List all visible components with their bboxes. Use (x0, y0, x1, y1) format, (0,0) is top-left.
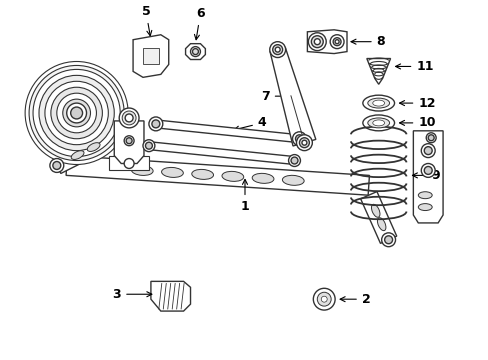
Polygon shape (155, 120, 299, 143)
Circle shape (290, 157, 297, 164)
Text: 5: 5 (142, 5, 151, 36)
Circle shape (314, 39, 320, 45)
Circle shape (45, 81, 108, 145)
Polygon shape (148, 142, 294, 165)
Polygon shape (151, 282, 190, 311)
Ellipse shape (131, 166, 153, 175)
Ellipse shape (362, 115, 394, 131)
Polygon shape (366, 59, 390, 84)
Circle shape (124, 158, 134, 168)
Text: 7: 7 (261, 90, 286, 103)
Circle shape (427, 135, 433, 141)
Ellipse shape (282, 175, 304, 185)
Text: 8: 8 (350, 35, 385, 48)
Circle shape (384, 236, 392, 244)
Circle shape (149, 117, 163, 131)
Ellipse shape (191, 170, 213, 179)
Circle shape (119, 108, 139, 128)
Polygon shape (269, 48, 315, 146)
Circle shape (125, 114, 133, 122)
Polygon shape (66, 156, 369, 195)
Ellipse shape (377, 218, 385, 231)
Circle shape (25, 62, 128, 165)
Text: 2: 2 (340, 293, 370, 306)
Text: 1: 1 (240, 179, 249, 213)
Circle shape (57, 93, 96, 133)
Circle shape (190, 47, 200, 57)
Ellipse shape (417, 204, 431, 211)
Ellipse shape (417, 192, 431, 199)
Circle shape (126, 138, 132, 144)
Circle shape (142, 140, 155, 152)
Ellipse shape (222, 171, 243, 181)
Ellipse shape (367, 118, 389, 128)
Ellipse shape (161, 167, 183, 177)
Polygon shape (185, 44, 205, 59)
Polygon shape (412, 131, 442, 223)
Circle shape (152, 120, 160, 128)
Ellipse shape (87, 143, 100, 152)
Circle shape (51, 87, 102, 139)
Circle shape (71, 107, 82, 119)
Circle shape (317, 292, 330, 306)
Text: 6: 6 (194, 7, 204, 40)
Circle shape (145, 142, 152, 149)
Circle shape (272, 45, 282, 55)
Circle shape (62, 99, 90, 127)
Circle shape (421, 144, 434, 158)
Polygon shape (109, 156, 149, 170)
Circle shape (39, 75, 114, 150)
Polygon shape (142, 48, 159, 64)
Circle shape (50, 158, 63, 172)
Text: 12: 12 (399, 96, 435, 109)
Ellipse shape (362, 95, 394, 111)
Circle shape (29, 66, 124, 161)
Circle shape (321, 296, 326, 302)
Circle shape (311, 36, 323, 48)
Circle shape (381, 233, 395, 247)
Circle shape (426, 133, 435, 143)
Ellipse shape (372, 120, 384, 126)
Ellipse shape (252, 174, 273, 183)
Circle shape (288, 154, 300, 166)
Ellipse shape (71, 151, 84, 159)
Circle shape (66, 103, 86, 123)
Circle shape (332, 38, 340, 46)
Text: 4: 4 (234, 116, 266, 131)
Circle shape (421, 163, 434, 177)
Text: 9: 9 (411, 169, 439, 182)
Circle shape (124, 136, 134, 146)
Circle shape (313, 288, 334, 310)
Polygon shape (133, 35, 168, 77)
Ellipse shape (372, 100, 384, 106)
Circle shape (296, 135, 312, 150)
Circle shape (269, 42, 285, 58)
Circle shape (424, 147, 431, 154)
Circle shape (424, 166, 431, 174)
Polygon shape (307, 30, 346, 54)
Circle shape (122, 111, 136, 125)
Polygon shape (53, 128, 120, 174)
Ellipse shape (371, 204, 379, 217)
Circle shape (192, 49, 198, 55)
Circle shape (301, 140, 306, 145)
Circle shape (295, 135, 303, 143)
Polygon shape (360, 192, 396, 243)
Text: 3: 3 (112, 288, 152, 301)
Circle shape (299, 138, 309, 148)
Circle shape (308, 33, 325, 51)
Polygon shape (114, 121, 143, 163)
Ellipse shape (367, 98, 389, 108)
Circle shape (53, 162, 61, 170)
Circle shape (334, 40, 338, 44)
Text: 10: 10 (399, 116, 435, 129)
Text: 11: 11 (395, 60, 433, 73)
Circle shape (275, 47, 280, 52)
Circle shape (33, 69, 120, 157)
Circle shape (292, 132, 306, 146)
Circle shape (329, 35, 344, 49)
